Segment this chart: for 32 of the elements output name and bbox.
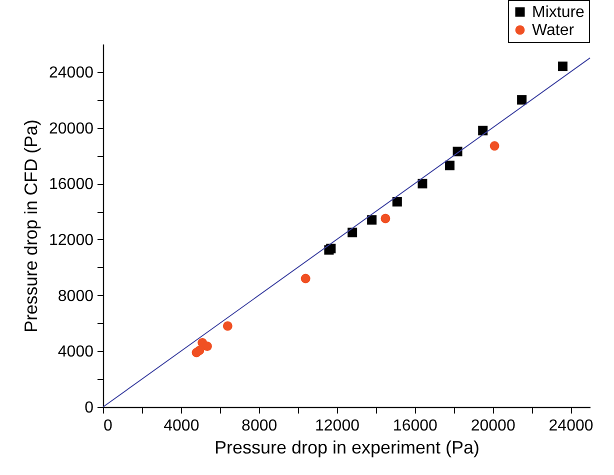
point (300, 274, 310, 284)
point (445, 160, 454, 170)
x-axis-title: Pressure drop in experiment (Pa) (214, 438, 480, 458)
y-tick-label: 4000 (58, 344, 94, 361)
point (380, 214, 390, 224)
x-tick-label: 16000 (392, 418, 438, 434)
y-tick-label: 24000 (49, 64, 94, 82)
point (367, 215, 377, 225)
point (478, 126, 488, 136)
x-tick-label: 8000 (242, 418, 278, 434)
x-tick-label: 4000 (164, 418, 200, 434)
y-tick-label: 16000 (49, 176, 94, 194)
y-tick-label: 12000 (49, 232, 94, 249)
point (392, 197, 402, 207)
point (348, 228, 358, 238)
y-tick-label: 20000 (49, 120, 94, 138)
point (418, 178, 428, 188)
point (194, 346, 204, 356)
x-tick-label: 24000 (548, 418, 594, 434)
x-tick-label: 0 (104, 418, 112, 434)
y-tick-label: 8000 (58, 288, 94, 305)
point (490, 141, 500, 151)
point (202, 342, 212, 351)
legend-label: Water (532, 22, 575, 39)
y-tick-label: 0 (84, 400, 94, 416)
point (517, 95, 527, 105)
point (558, 62, 568, 72)
y-axis-title: Pressure drop in CFD (Pa) (21, 119, 42, 333)
x-tick-label: 20000 (470, 418, 516, 434)
point (222, 321, 232, 331)
x-tick-label: 12000 (315, 418, 360, 434)
legend-label: Mixture (532, 4, 585, 21)
